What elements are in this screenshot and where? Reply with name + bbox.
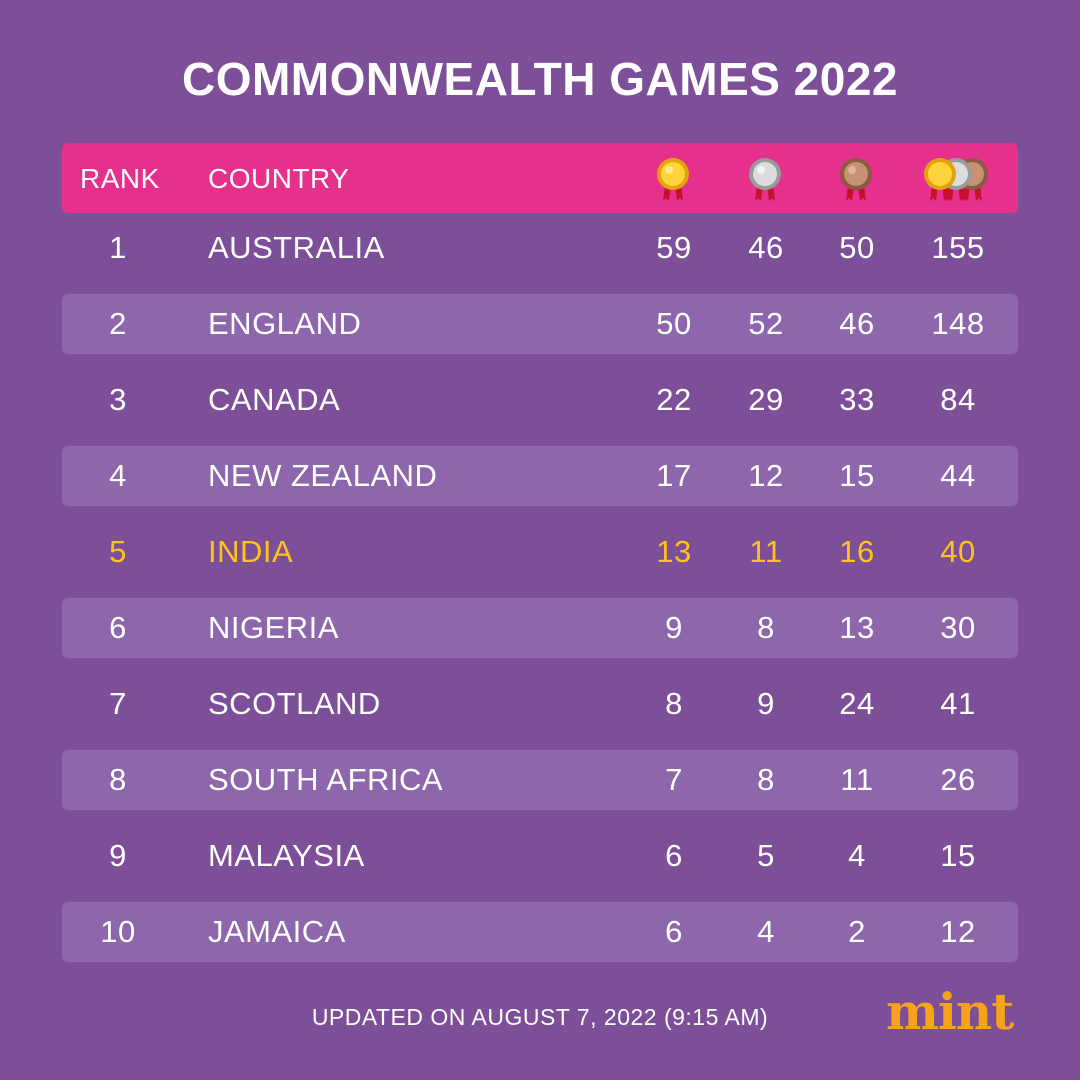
row-bronze: 16 — [839, 534, 875, 569]
table-row: 1 AUSTRALIA 59 46 50 155 — [62, 218, 1018, 278]
table-row: 4 NEW ZEALAND 17 12 15 44 — [62, 446, 1018, 506]
row-total: 41 — [940, 686, 976, 721]
row-bronze: 13 — [839, 610, 875, 645]
mint-logo: mint — [886, 982, 1014, 1041]
table-row: 10 JAMAICA 6 4 2 12 — [62, 902, 1018, 962]
row-silver: 12 — [748, 458, 784, 493]
row-bronze: 11 — [840, 762, 874, 797]
row-country: CANADA — [208, 382, 341, 417]
row-total: 30 — [940, 610, 976, 645]
row-rank: 3 — [109, 382, 127, 417]
medal-table: 1 AUSTRALIA 59 46 50 155 2 ENGLAND 50 52… — [62, 218, 1018, 978]
page-title: COMMONWEALTH GAMES 2022 — [181, 53, 899, 105]
header-rank: RANK — [80, 163, 160, 194]
row-country: MALAYSIA — [208, 838, 365, 873]
row-country: INDIA — [208, 534, 294, 569]
row-country: NEW ZEALAND — [208, 458, 438, 493]
row-country: ENGLAND — [208, 306, 362, 341]
row-bronze: 24 — [839, 686, 875, 721]
row-silver: 29 — [748, 382, 784, 417]
row-total: 26 — [940, 762, 976, 797]
row-bronze: 46 — [839, 306, 875, 341]
row-rank: 1 — [109, 230, 127, 265]
row-gold: 13 — [656, 534, 692, 569]
row-bronze: 4 — [848, 838, 866, 873]
row-rank: 2 — [109, 306, 127, 341]
all-medals-icon — [908, 155, 1004, 205]
row-gold: 8 — [665, 686, 683, 721]
table-row-highlighted: 5 INDIA 13 11 16 40 — [62, 522, 1018, 582]
row-silver: 4 — [757, 914, 775, 949]
row-gold: 7 — [665, 762, 683, 797]
row-total: 148 — [931, 306, 985, 341]
row-silver: 8 — [757, 762, 775, 797]
bronze-medal-icon — [826, 155, 886, 205]
row-rank: 8 — [109, 762, 127, 797]
row-country: NIGERIA — [208, 610, 339, 645]
row-rank: 4 — [109, 458, 127, 493]
row-silver: 9 — [757, 686, 775, 721]
row-silver: 5 — [757, 838, 775, 873]
row-rank: 10 — [100, 914, 136, 949]
row-gold: 22 — [656, 382, 692, 417]
row-total: 12 — [940, 914, 976, 949]
row-gold: 59 — [656, 230, 692, 265]
row-bronze: 15 — [839, 458, 875, 493]
row-total: 84 — [940, 382, 976, 417]
row-country: JAMAICA — [208, 914, 346, 949]
row-silver: 8 — [757, 610, 775, 645]
row-gold: 9 — [665, 610, 683, 645]
row-silver: 11 — [749, 534, 783, 569]
row-rank: 9 — [109, 838, 127, 873]
header-country: COUNTRY — [208, 163, 350, 194]
row-total: 15 — [940, 838, 976, 873]
updated-timestamp: UPDATED ON AUGUST 7, 2022 (9:15 AM) — [311, 1004, 769, 1030]
table-row: 6 NIGERIA 9 8 13 30 — [62, 598, 1018, 658]
row-gold: 6 — [665, 838, 683, 873]
row-rank: 5 — [109, 534, 127, 569]
row-country: SOUTH AFRICA — [208, 762, 444, 797]
row-total: 155 — [931, 230, 985, 265]
row-total: 40 — [940, 534, 976, 569]
row-country: SCOTLAND — [208, 686, 381, 721]
gold-medal-icon — [643, 155, 703, 205]
table-row: 9 MALAYSIA 6 5 4 15 — [62, 826, 1018, 886]
row-total: 44 — [940, 458, 976, 493]
table-header: RANK COUNTRY — [62, 143, 1018, 213]
table-row: 2 ENGLAND 50 52 46 148 — [62, 294, 1018, 354]
row-country: AUSTRALIA — [208, 230, 385, 265]
row-gold: 50 — [656, 306, 692, 341]
row-bronze: 33 — [839, 382, 875, 417]
row-silver: 52 — [748, 306, 784, 341]
row-gold: 6 — [665, 914, 683, 949]
row-gold: 17 — [656, 458, 692, 493]
row-silver: 46 — [748, 230, 784, 265]
table-row: 8 SOUTH AFRICA 7 8 11 26 — [62, 750, 1018, 810]
row-rank: 6 — [109, 610, 127, 645]
silver-medal-icon — [735, 155, 795, 205]
row-rank: 7 — [109, 686, 127, 721]
row-bronze: 50 — [839, 230, 875, 265]
row-bronze: 2 — [848, 914, 866, 949]
table-row: 3 CANADA 22 29 33 84 — [62, 370, 1018, 430]
table-row: 7 SCOTLAND 8 9 24 41 — [62, 674, 1018, 734]
